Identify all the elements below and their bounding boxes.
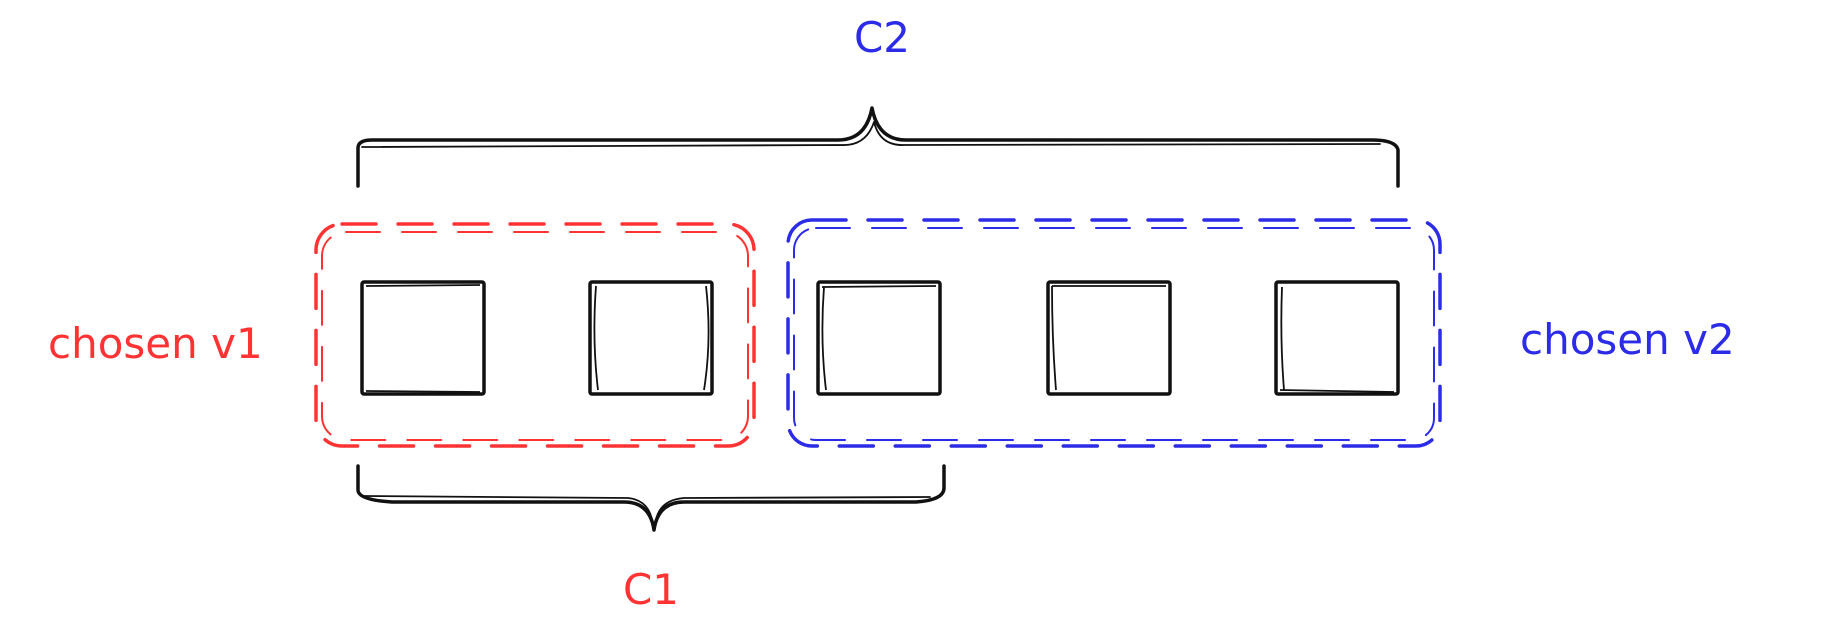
box-1 bbox=[360, 280, 486, 396]
box-5 bbox=[1274, 280, 1400, 396]
group-chosen-v1 bbox=[314, 222, 756, 448]
label-c1: C1 bbox=[623, 565, 679, 614]
box-3 bbox=[816, 280, 942, 396]
brace-c2 bbox=[356, 106, 1400, 188]
group-chosen-v2 bbox=[786, 218, 1442, 448]
label-c2: C2 bbox=[854, 13, 910, 62]
label-chosen-v1: chosen v1 bbox=[48, 319, 263, 368]
box-2 bbox=[588, 280, 714, 396]
label-chosen-v2: chosen v2 bbox=[1520, 315, 1735, 364]
box-4 bbox=[1046, 280, 1172, 396]
brace-c1 bbox=[356, 464, 946, 532]
